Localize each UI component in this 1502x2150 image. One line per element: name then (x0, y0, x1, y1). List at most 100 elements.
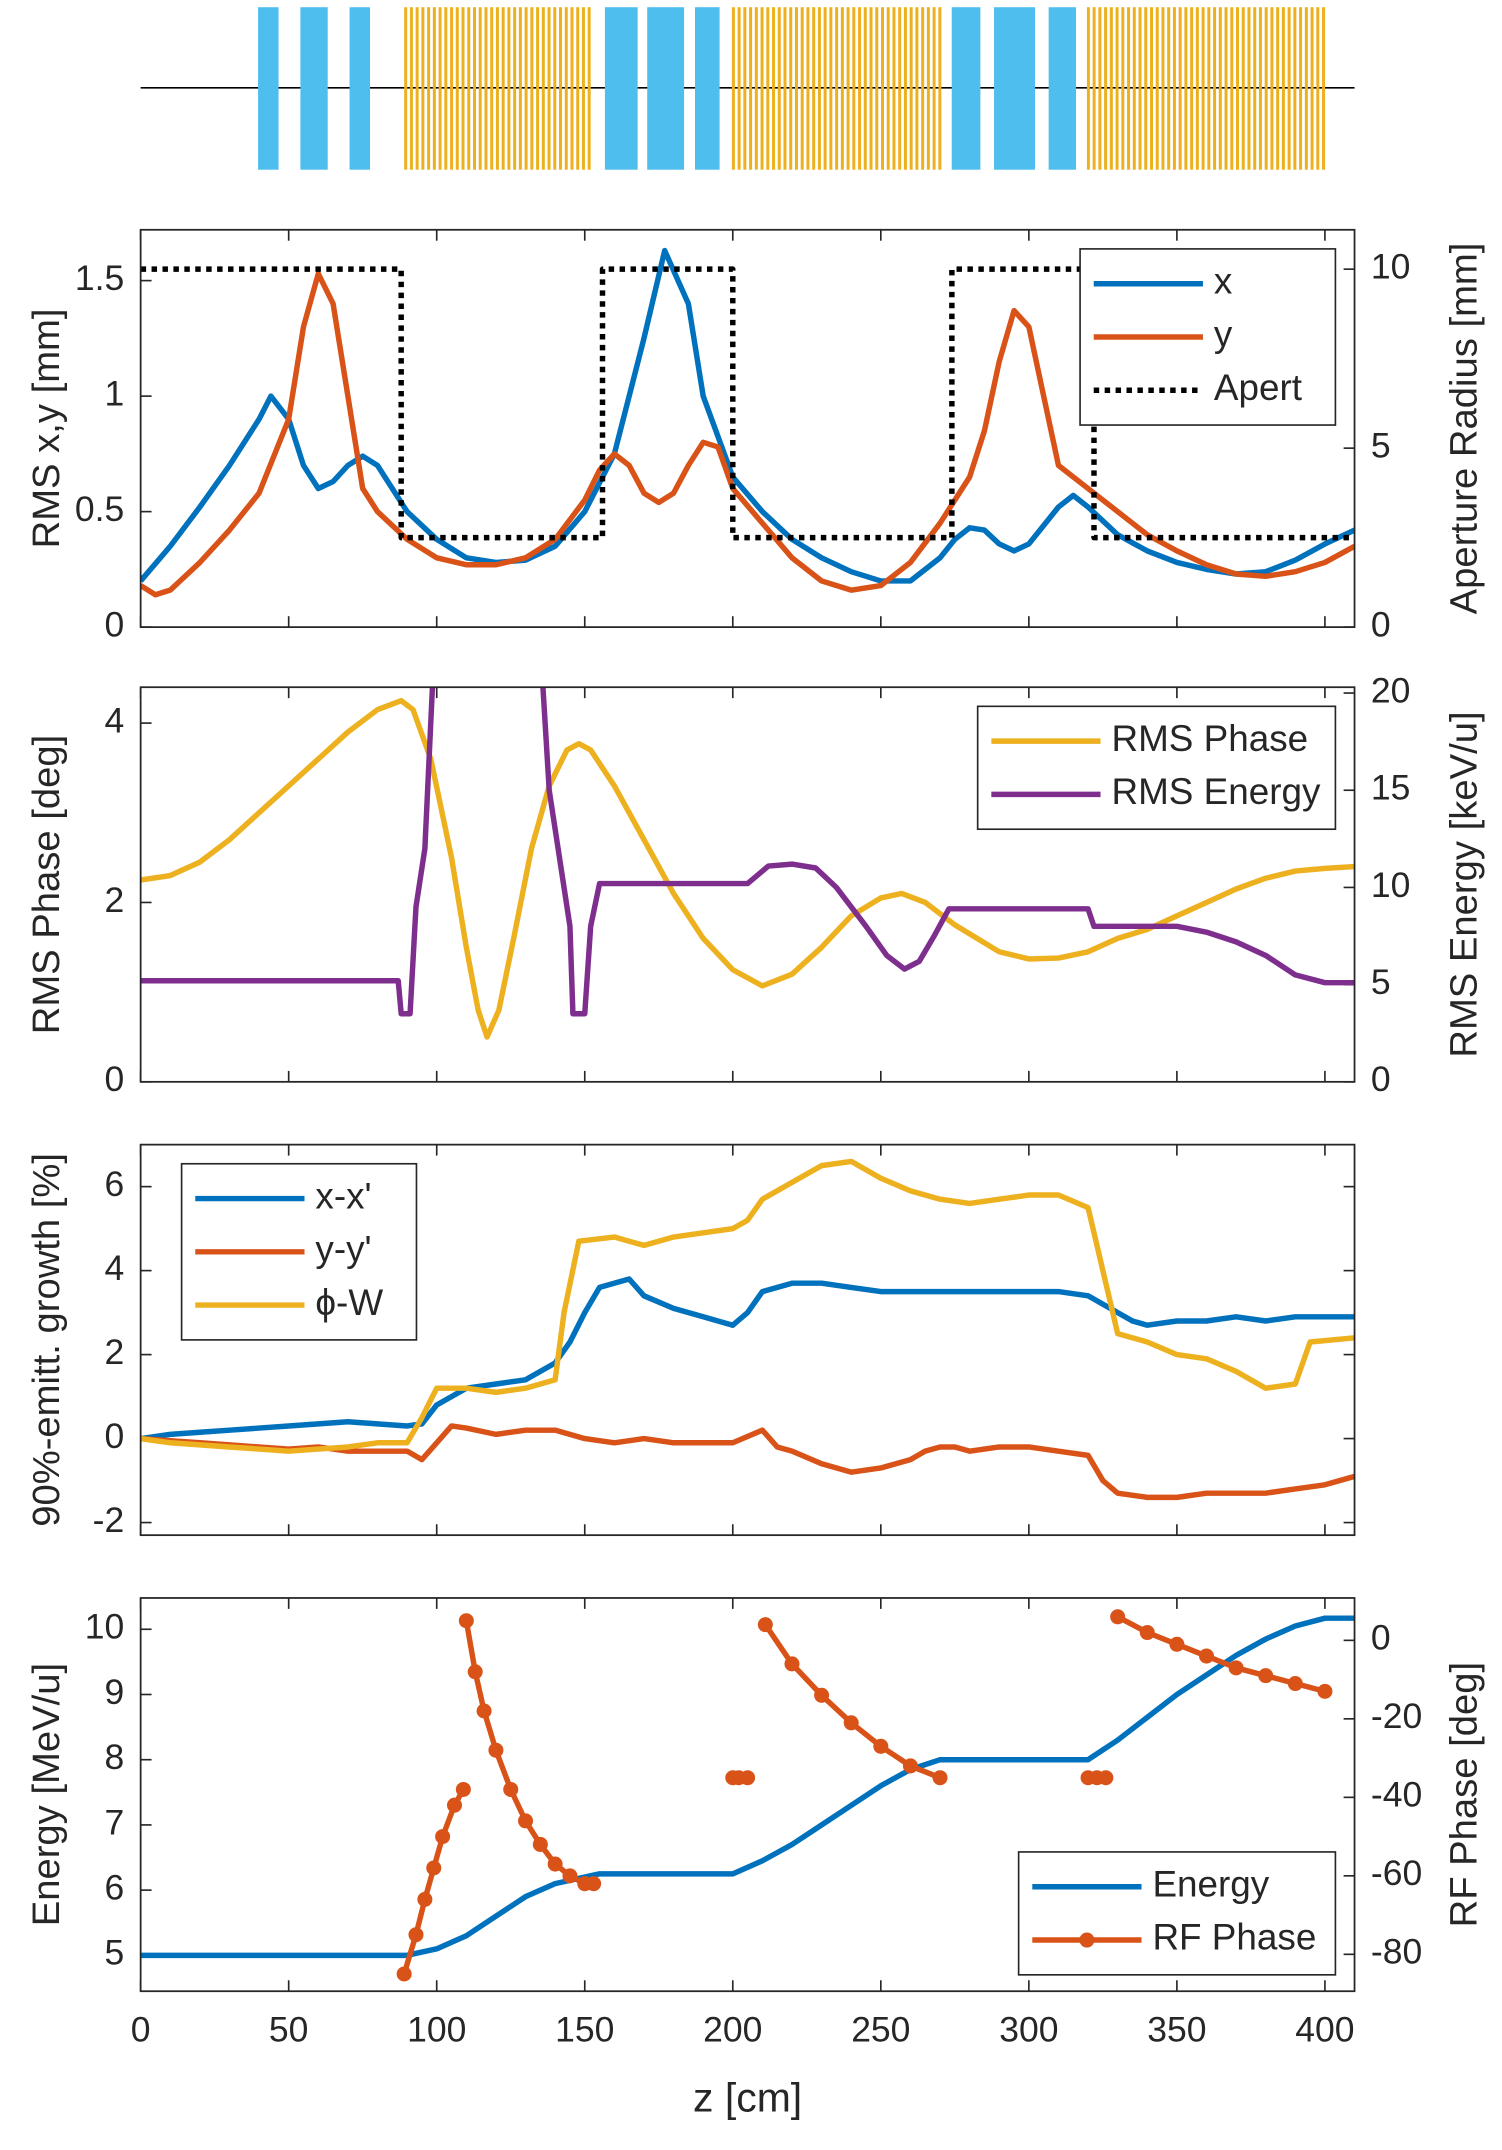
rf-gap (1213, 7, 1217, 170)
rf-gap (1207, 7, 1211, 170)
y2-tick-label: 10 (1371, 865, 1411, 905)
series-marker (1228, 1660, 1244, 1676)
y2-tick-label: 5 (1371, 962, 1391, 1002)
series-marker (740, 1770, 756, 1786)
rf-gap (1132, 7, 1136, 170)
y-tick-label: 0 (105, 1416, 125, 1456)
rf-gap (817, 7, 821, 170)
y-tick-label: 0 (105, 1059, 125, 1099)
plot-frame (139, 686, 1356, 1083)
rf-gap (1104, 7, 1108, 170)
rf-gap (1293, 7, 1297, 170)
rf-gap (490, 7, 494, 170)
legend-label: RMS Phase (1111, 718, 1308, 759)
plot-area (140, 687, 1355, 1040)
rf-gap (478, 7, 482, 170)
y2-tick-label: -40 (1371, 1775, 1422, 1815)
y-tick-label: 8 (105, 1737, 125, 1777)
legend-label: RMS Energy (1111, 771, 1321, 812)
plot-frame (139, 1143, 1356, 1537)
rf-gap (427, 7, 431, 170)
rf-gap (875, 7, 879, 170)
plot-frame (139, 1597, 1356, 1993)
plot-area (140, 1158, 1355, 1501)
rf-gap (938, 7, 942, 170)
y-axis-label: Energy [MeV/u] (25, 1663, 68, 1926)
rf-gap (455, 7, 459, 170)
y-axis-label: RMS x,y [mm] (25, 308, 68, 548)
rf-gap (823, 7, 827, 170)
rf-gap (1115, 7, 1119, 170)
y-tick-label: 10 (85, 1607, 125, 1647)
legend-label: x (1214, 260, 1233, 301)
rf-gap (829, 7, 833, 170)
rf-gap (1241, 7, 1245, 170)
rf-gap (903, 7, 907, 170)
series-marker (476, 1703, 492, 1719)
rf-gap (898, 7, 902, 170)
rf-gap (800, 7, 804, 170)
rf-gap (1127, 7, 1131, 170)
series-marker (455, 1781, 471, 1798)
series-marker (562, 1868, 578, 1884)
series-marker (1098, 1770, 1114, 1786)
series-marker (843, 1715, 859, 1731)
legend-label: y-y' (315, 1229, 371, 1270)
legend: Energy RF Phase (1017, 1851, 1337, 1976)
rf-gap (1218, 7, 1222, 170)
rf-gap (846, 7, 850, 170)
rf-gap (731, 7, 735, 170)
rf-gap (1121, 7, 1125, 170)
rf-gap (1322, 7, 1326, 170)
series-marker (408, 1927, 424, 1943)
series-marker (1110, 1609, 1126, 1625)
rf-gap (1253, 7, 1257, 170)
rf-gap (467, 7, 471, 170)
y-tick-label: 6 (105, 1164, 125, 1204)
legend: RMS Phase RMS Energy (976, 705, 1337, 831)
x-tick-label: 400 (1295, 2010, 1354, 2050)
rf-gap (737, 7, 741, 170)
x-tick-label: 0 (131, 2010, 151, 2050)
quadrupole (647, 7, 685, 170)
legend-label: x-x' (315, 1175, 371, 1216)
y2-axis-label: Aperture Radius [mm] (1443, 243, 1486, 615)
rf-gap (915, 7, 919, 170)
rf-gap (553, 7, 557, 170)
rf-gap (1190, 7, 1194, 170)
rf-gap (507, 7, 511, 170)
y2-tick-label: -80 (1371, 1932, 1422, 1972)
series-marker (814, 1687, 830, 1703)
rf-gap (1230, 7, 1234, 170)
y2-axis-label: RMS Energy [keV/u] (1443, 711, 1486, 1057)
series-marker (488, 1742, 504, 1758)
y-tick-label: 4 (105, 1248, 125, 1288)
rf-gap (812, 7, 816, 170)
rf-gap (559, 7, 563, 170)
rf-gap (415, 7, 419, 170)
series-marker (932, 1770, 948, 1786)
rf-gap (1310, 7, 1314, 170)
rf-gap (766, 7, 770, 170)
legend-label: Energy (1152, 1863, 1269, 1904)
rf-gap (421, 7, 425, 170)
y-tick-label: 2 (105, 880, 125, 920)
series-marker (1169, 1636, 1185, 1652)
rf-gap (495, 7, 499, 170)
rf-gap (1138, 7, 1142, 170)
series-line (140, 1276, 1355, 1442)
rf-gap (524, 7, 528, 170)
series-marker (446, 1797, 462, 1813)
rf-gap (564, 7, 568, 170)
y-tick-label: 9 (105, 1672, 125, 1712)
legend-label: Apert (1214, 367, 1302, 408)
rf-gap (1264, 7, 1268, 170)
rf-gap (1098, 7, 1102, 170)
y-tick-label: 1.5 (75, 258, 124, 298)
y-tick-label: 6 (105, 1868, 125, 1908)
series-line (140, 687, 1355, 1017)
rf-gap (472, 7, 476, 170)
series-marker (426, 1860, 442, 1876)
series-marker (784, 1656, 800, 1672)
rf-gap (432, 7, 436, 170)
